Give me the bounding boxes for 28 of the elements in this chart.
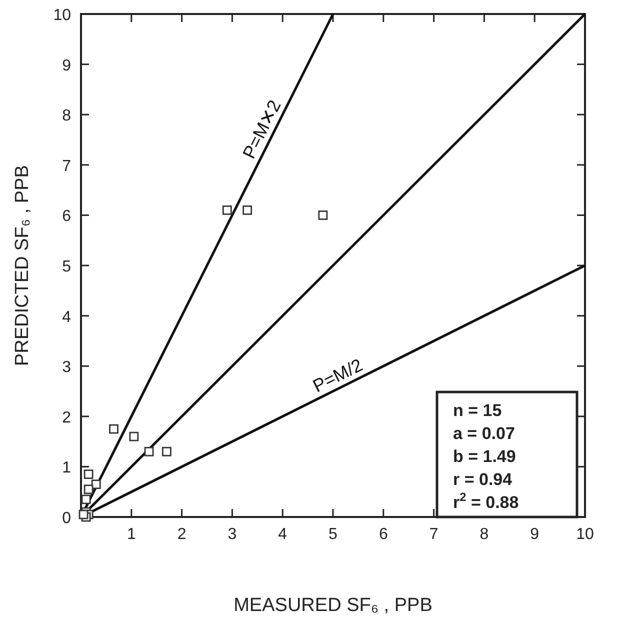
annotation: r = 0.94 <box>453 470 513 489</box>
x-tick-label: 6 <box>378 526 388 543</box>
x-tick-label: 9 <box>530 526 540 543</box>
annotation: n = 15 <box>453 401 502 420</box>
y-axis-title: PREDICTED SF₆ , PPB <box>12 165 33 366</box>
y-tick-label: 6 <box>62 208 72 226</box>
x-tick-label: 4 <box>278 526 288 543</box>
y-tick-label: 0 <box>62 510 72 527</box>
annotation: r$^{2}$ = 0.88 <box>453 490 519 512</box>
x-axis-title: MEASURED SF₆ , PPB <box>234 595 432 616</box>
x-tick-label: 5 <box>328 526 338 543</box>
y-tick-label: 5 <box>62 258 72 276</box>
y-tick-label: 7 <box>62 158 72 175</box>
annotation: a = 0.07 <box>453 424 515 443</box>
x-tick-label: 1 <box>126 526 136 543</box>
y-tick-label: 2 <box>62 409 72 426</box>
y-tick-label: 10 <box>53 7 72 24</box>
y-tick-label: 4 <box>62 308 72 326</box>
x-tick-label: 3 <box>228 526 237 543</box>
y-tick-label: 1 <box>62 460 72 477</box>
annotation: b = 1.49 <box>453 447 516 466</box>
x-tick-label: 10 <box>576 526 594 543</box>
y-tick-label: 3 <box>62 359 72 376</box>
x-tick-label: 8 <box>480 526 489 543</box>
y-tick-label: 9 <box>62 57 72 74</box>
x-tick-label: 7 <box>429 526 438 543</box>
y-tick-label: 8 <box>62 108 72 125</box>
x-tick-label: 2 <box>177 526 186 543</box>
